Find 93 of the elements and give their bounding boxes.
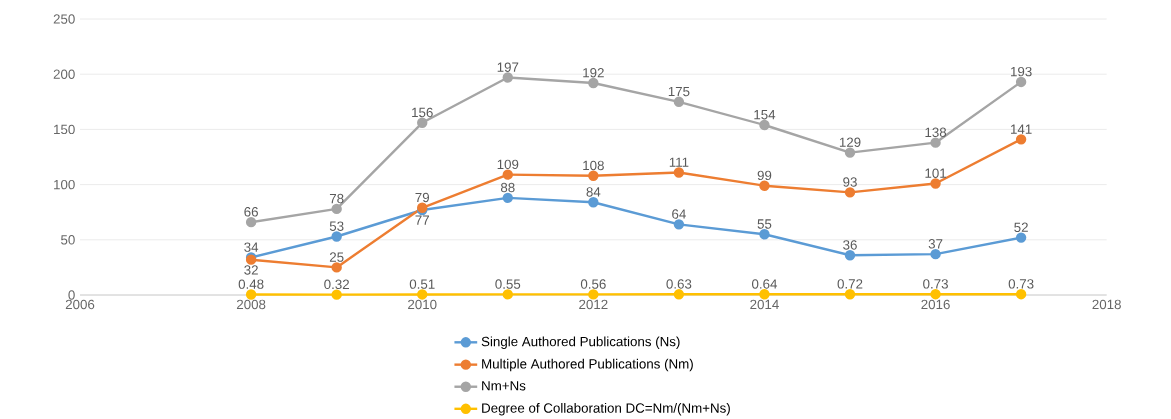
point [588, 289, 599, 300]
data-label: 0.51 [409, 279, 435, 289]
data-label: 175 [668, 86, 690, 97]
data-label: 93 [843, 177, 857, 187]
data-label: 0.56 [580, 279, 606, 289]
data-label: 0.64 [752, 279, 778, 289]
point [502, 192, 513, 204]
point [417, 117, 428, 128]
point [759, 229, 770, 240]
point [1015, 76, 1027, 88]
point [759, 180, 770, 191]
point [502, 72, 513, 83]
data-label: 79 [415, 192, 430, 203]
y-tick-label: 0 [68, 290, 75, 300]
data-label: 154 [754, 110, 776, 120]
data-label: 197 [497, 62, 519, 72]
point [1015, 134, 1027, 145]
point [245, 289, 257, 300]
point [1015, 289, 1027, 300]
data-label: 84 [586, 187, 601, 197]
y-tick-label: 150 [54, 124, 75, 135]
point [673, 219, 685, 230]
data-label: 88 [500, 182, 515, 193]
data-label: 101 [925, 168, 947, 178]
data-label: 193 [1011, 66, 1032, 77]
data-label: 34 [244, 242, 259, 252]
point [331, 289, 342, 300]
y-tick-label: 200 [53, 69, 75, 79]
x-tick-label: 2012 [579, 299, 608, 310]
point [930, 178, 941, 189]
point [759, 119, 770, 131]
x-tick-label: 2018 [1092, 299, 1121, 310]
x-tick-label: 2008 [236, 299, 266, 310]
point [331, 231, 342, 242]
y-tick-label: 50 [61, 235, 75, 245]
point [930, 248, 941, 260]
x-tick-label: 2016 [921, 299, 950, 310]
data-label: 0.73 [1008, 279, 1034, 289]
point [930, 137, 941, 148]
point [673, 167, 685, 178]
data-label: 109 [497, 159, 519, 170]
data-label: 99 [757, 170, 772, 181]
data-label: 108 [583, 160, 604, 171]
data-label: 192 [583, 68, 604, 78]
data-label: 78 [329, 193, 344, 204]
data-label: 156 [412, 107, 433, 118]
data-label: 37 [928, 239, 943, 249]
point [844, 147, 856, 158]
data-label: 0.32 [324, 279, 349, 290]
point [588, 197, 599, 208]
point [588, 77, 599, 89]
point [930, 289, 941, 300]
x-tick-label: 2006 [65, 299, 95, 310]
y-tick-label: 250 [53, 14, 75, 24]
point [844, 289, 856, 300]
point [331, 262, 342, 273]
point [673, 96, 685, 108]
point [502, 169, 513, 180]
data-label: 141 [1011, 124, 1032, 134]
x-tick-label: 2014 [750, 299, 779, 310]
data-label: 32 [244, 265, 258, 275]
data-label: 0.55 [495, 279, 521, 289]
data-label: 0.73 [923, 279, 948, 289]
data-label: 64 [672, 209, 686, 219]
data-label: 138 [925, 127, 947, 138]
point [673, 289, 685, 300]
point [417, 289, 428, 300]
y-tick-label: 100 [54, 179, 75, 190]
data-label: 129 [839, 137, 861, 147]
data-label: 36 [843, 240, 857, 250]
point [245, 216, 257, 228]
data-label: 0.48 [238, 279, 264, 289]
data-label: 25 [329, 252, 344, 262]
point [1015, 232, 1027, 243]
legend-label: Nm+Ns [482, 381, 526, 391]
data-label: 55 [757, 219, 772, 229]
x-tick-label: 2010 [408, 299, 437, 310]
data-label: 52 [1014, 222, 1028, 232]
legend-label: Degree of Collaboration DC=Nm/(Nm+Ns) [482, 402, 730, 416]
point [844, 250, 856, 261]
data-label: 111 [669, 157, 689, 167]
point [759, 289, 770, 300]
data-label: 66 [244, 207, 258, 217]
point [588, 170, 599, 181]
legend-label: Multiple Authored Publications (Nm) [482, 358, 693, 372]
legend-label: Single Authored Publications (Ns) [481, 336, 680, 349]
point [502, 289, 513, 300]
data-label: 0.72 [837, 279, 863, 289]
point [844, 187, 856, 198]
data-label: 77 [415, 215, 429, 225]
data-label: 0.63 [666, 279, 692, 289]
data-label: 53 [329, 221, 344, 231]
point [331, 203, 342, 215]
